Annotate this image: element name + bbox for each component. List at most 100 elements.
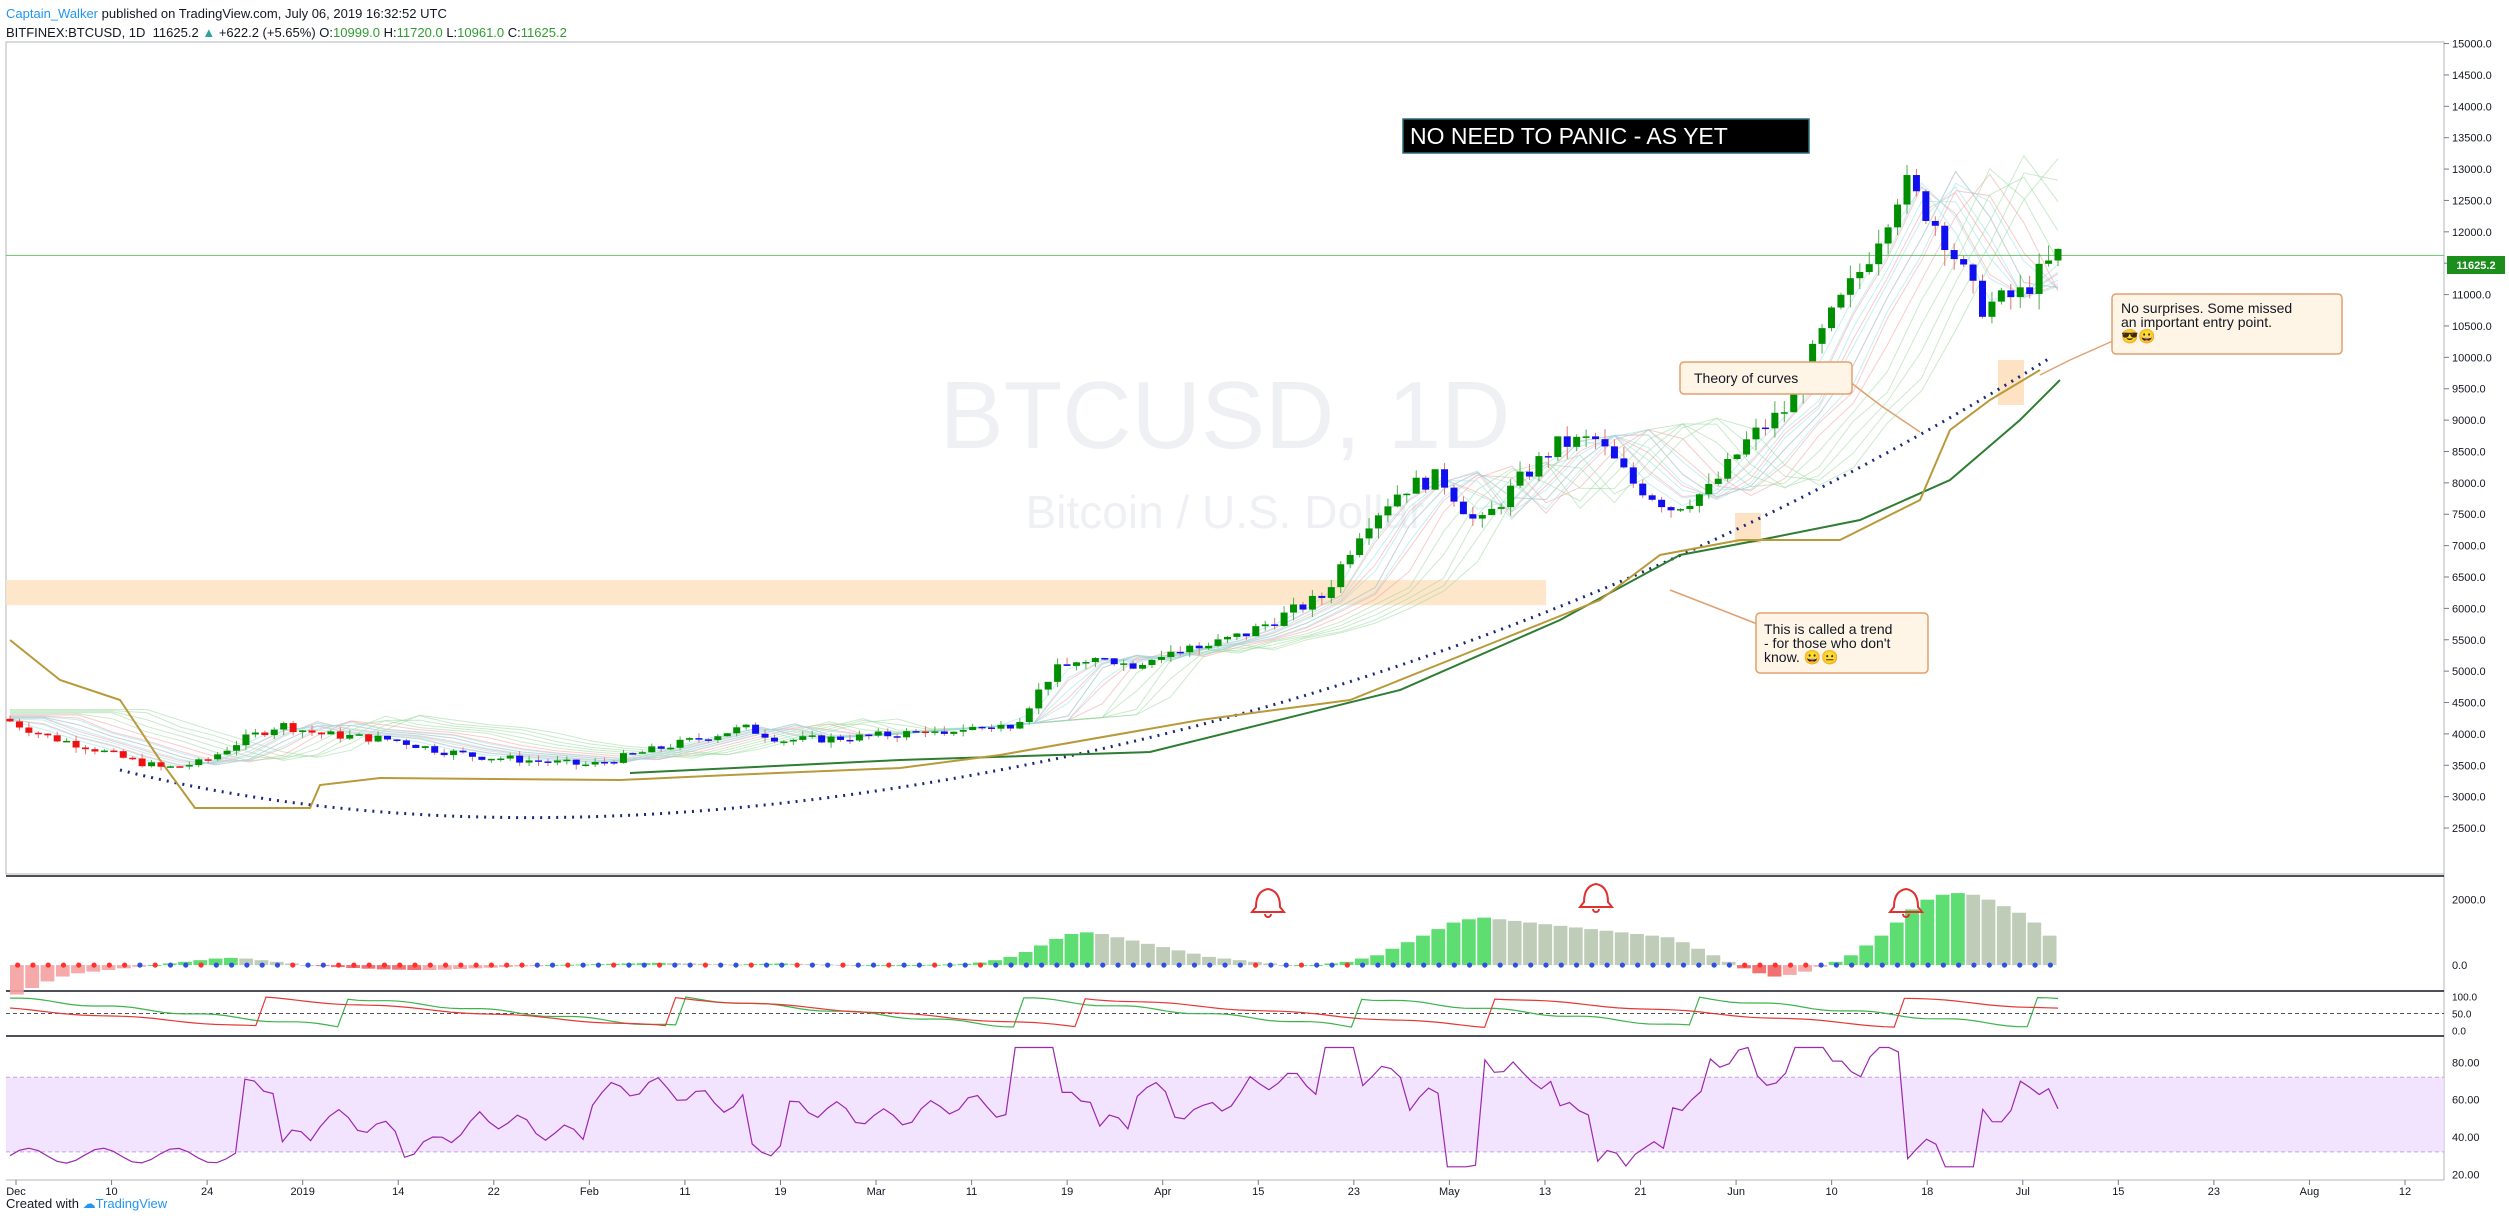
rsi-tick-label: 20.00	[2452, 1169, 2480, 1181]
macd-dot	[1528, 962, 1534, 968]
macd-bar	[1614, 932, 1629, 966]
published-text: published on TradingView.com, July 06, 2…	[101, 6, 447, 21]
macd-bar	[1370, 955, 1385, 966]
candle	[1223, 636, 1231, 640]
trend-line-olive	[9, 369, 2041, 809]
macd-dot	[1757, 962, 1763, 968]
rsi-tick-label: 40.00	[2452, 1132, 2480, 1144]
candle	[317, 732, 325, 735]
candle	[365, 734, 373, 742]
macd-bar	[1966, 894, 1981, 966]
ribbon-line	[10, 192, 2059, 765]
candle	[1563, 436, 1571, 447]
price-tick-label: 8000.0	[2452, 478, 2486, 490]
macd-bar	[1507, 920, 1522, 966]
macd-dot	[1925, 962, 1931, 968]
author-link[interactable]: Captain_Walker	[6, 6, 99, 21]
candle	[497, 758, 505, 761]
stochastic-panel: 100.0 50.0 0.0	[6, 992, 2477, 1038]
trend-callout-line-3: know. 😀😐	[1764, 649, 1839, 665]
macd-dot	[687, 962, 693, 968]
candle	[1790, 390, 1798, 413]
candle	[1167, 651, 1175, 658]
candle	[695, 738, 703, 740]
up-arrow-icon: ▲	[202, 25, 216, 40]
macd-bar	[1156, 947, 1171, 966]
footer: Created with ☁TradingView	[6, 1196, 167, 1212]
last-price-tag	[2447, 256, 2505, 274]
price-tick-label: 3000.0	[2452, 792, 2486, 804]
stoch-k-line	[10, 996, 2059, 1028]
macd-bar	[1034, 945, 1048, 966]
candle	[997, 724, 1005, 729]
macd-bar	[1171, 950, 1186, 966]
candle	[1403, 493, 1411, 496]
macd-dot	[1940, 962, 1946, 968]
moving-average-ribbons	[9, 154, 2059, 768]
macd-dot	[213, 962, 219, 968]
candle	[761, 733, 769, 738]
macd-bar	[1981, 899, 1996, 966]
candle	[940, 731, 948, 734]
macd-bar	[2027, 922, 2042, 966]
change-value: +622.2 (+5.65%)	[218, 25, 316, 40]
candle	[1327, 587, 1335, 598]
macd-bar	[1217, 958, 1232, 966]
candle	[223, 750, 231, 755]
candle	[1063, 664, 1071, 666]
candle	[1639, 483, 1647, 496]
macd-dot	[335, 962, 342, 968]
candle	[1705, 483, 1713, 495]
macd-dot	[1879, 962, 1885, 968]
time-tick-label: 15	[2112, 1186, 2124, 1198]
candle	[1931, 220, 1939, 226]
macd-dot	[702, 962, 709, 968]
macd-dot	[1696, 962, 1702, 968]
time-tick-label: 24	[201, 1186, 213, 1198]
candle	[1620, 458, 1628, 468]
candle	[789, 739, 797, 742]
macd-dot	[809, 962, 815, 968]
macd-dot	[1956, 962, 1962, 968]
rsi-tick-label: 80.00	[2452, 1057, 2480, 1069]
candle	[129, 757, 137, 760]
candle	[752, 724, 760, 734]
macd-bar	[1400, 942, 1415, 966]
candle	[72, 740, 80, 748]
price-tick-label: 2500.0	[2452, 823, 2486, 835]
macd-dot	[1161, 962, 1167, 968]
candle	[1516, 471, 1524, 486]
candle	[855, 734, 863, 741]
candle	[893, 736, 901, 738]
tradingview-link[interactable]: TradingView	[95, 1196, 168, 1211]
candle	[1903, 175, 1911, 205]
macd-dot	[2017, 962, 2023, 968]
macd-bar	[1584, 929, 1598, 966]
time-tick-label: 12	[2399, 1186, 2411, 1198]
candle	[1752, 427, 1760, 440]
macd-bar	[1538, 924, 1553, 966]
price-tick-label: 4000.0	[2452, 729, 2486, 741]
title-box-text: NO NEED TO PANIC - AS YET	[1410, 123, 1728, 149]
candle	[402, 740, 410, 745]
ribbon-line	[10, 182, 2059, 763]
candle	[1006, 724, 1014, 729]
candle	[270, 729, 278, 736]
candles-layer	[6, 165, 2062, 771]
candle	[1865, 264, 1873, 273]
macd-bar	[1064, 934, 1079, 966]
time-axis[interactable]: Dec 10 24 2019 14 22 Feb 11 19 Mar 11 19 Apr 15 23 May 1…	[6, 1180, 2411, 1198]
macd-dot	[794, 962, 800, 968]
candle	[1818, 328, 1826, 344]
macd-bar	[1416, 935, 1430, 966]
macd-dot	[1986, 962, 1992, 968]
macd-dot	[351, 962, 357, 968]
watermark-name: Bitcoin / U.S. Dollar	[1026, 486, 1425, 538]
price-axis[interactable]: 15000.0 14500.0 14000.0 13500.0 13000.0 12500…	[2444, 39, 2492, 835]
macd-dot	[1359, 962, 1366, 968]
support-zone	[6, 580, 1546, 606]
macd-dot	[1191, 962, 1198, 968]
candle	[82, 747, 90, 750]
macd-dot	[1650, 962, 1656, 968]
